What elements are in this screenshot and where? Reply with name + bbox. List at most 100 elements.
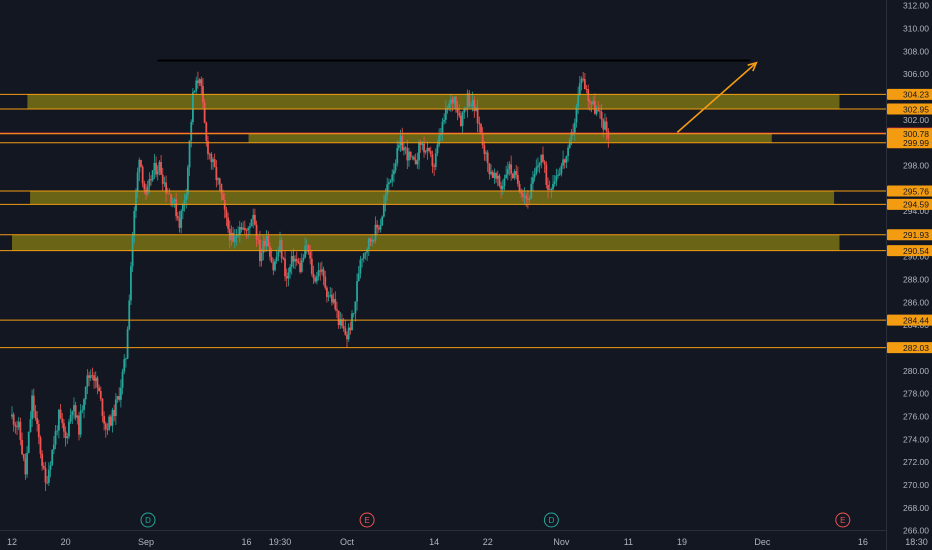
y-tick-label: 312.00 <box>903 1 929 11</box>
candle <box>317 262 320 281</box>
candle <box>470 102 472 109</box>
projection-arrow[interactable] <box>676 61 758 133</box>
candle <box>520 188 523 198</box>
support-resistance-zones <box>12 94 840 251</box>
candle <box>538 161 541 174</box>
dividend-marker-icon[interactable]: D <box>140 512 156 528</box>
zone-0 <box>27 94 840 109</box>
earnings-marker-icon[interactable]: E <box>359 512 375 528</box>
x-tick-label: 16 <box>241 537 251 547</box>
arrow-shaft[interactable] <box>676 62 757 133</box>
candle <box>461 111 464 134</box>
candle <box>255 220 258 247</box>
candle <box>473 96 476 118</box>
candle <box>300 253 303 273</box>
candle <box>130 261 132 306</box>
horizontal-levels[interactable] <box>0 59 886 349</box>
svg-text:E: E <box>364 516 369 525</box>
candle <box>36 410 39 432</box>
candle <box>267 231 270 247</box>
candle <box>113 404 116 422</box>
candle <box>356 273 358 311</box>
candle <box>21 432 23 456</box>
candle <box>243 220 246 235</box>
candle <box>307 243 310 255</box>
candle <box>66 433 69 445</box>
candle <box>496 170 499 187</box>
y-tick-label: 288.00 <box>903 275 929 285</box>
x-tick-label: 11 <box>624 537 633 547</box>
candle <box>208 152 211 160</box>
candle <box>290 250 293 275</box>
time-axis[interactable]: 12 20 Sep 16 19:30 Oct 14 22 Nov 11 19 Dec 16 18:30 <box>7 537 928 547</box>
candle <box>185 188 188 209</box>
candle <box>99 386 102 402</box>
candle <box>119 379 122 408</box>
candle <box>346 331 348 348</box>
candle <box>94 371 97 389</box>
candle <box>562 150 564 170</box>
candle <box>393 162 395 183</box>
candle <box>336 301 338 319</box>
candle <box>287 267 290 287</box>
y-tick-label: 280.00 <box>903 366 929 376</box>
candle <box>535 159 538 176</box>
y-tick-label: 268.00 <box>903 503 929 513</box>
candle <box>32 388 35 419</box>
x-tick-label: 16 <box>858 537 868 547</box>
candle <box>438 128 441 148</box>
candle <box>225 206 228 227</box>
candle <box>282 256 285 261</box>
candle <box>434 148 437 171</box>
candle <box>27 431 30 454</box>
candle <box>227 212 229 233</box>
candle <box>444 100 447 124</box>
candle <box>545 161 548 189</box>
candle <box>329 287 332 298</box>
candle <box>575 103 578 128</box>
candle <box>352 313 355 318</box>
candle <box>409 151 412 161</box>
candle <box>93 371 95 389</box>
candle <box>146 180 149 197</box>
candle <box>262 235 265 261</box>
arrow-head-icon <box>747 61 758 72</box>
dividend-marker-icon[interactable]: D <box>543 512 559 528</box>
y-tick-label: 270.00 <box>903 480 929 490</box>
candle <box>394 159 397 174</box>
candle <box>42 462 45 470</box>
x-tick-label: Nov <box>553 537 570 547</box>
candle <box>178 210 181 233</box>
candle <box>128 294 131 331</box>
candle <box>111 407 114 433</box>
y-tick-label: 294.00 <box>903 206 929 216</box>
candle <box>265 230 268 252</box>
candle <box>384 188 387 212</box>
y-tick-label: 286.00 <box>903 297 929 307</box>
candle <box>186 164 189 200</box>
candle <box>140 159 142 168</box>
candle <box>16 420 18 435</box>
x-tick-label: 12 <box>7 537 17 547</box>
x-tick-label: 19:30 <box>269 537 292 547</box>
candle <box>173 197 176 208</box>
candle <box>78 412 80 441</box>
candle <box>52 435 55 455</box>
candle <box>248 222 251 236</box>
candle <box>161 167 164 192</box>
candle <box>121 368 124 395</box>
candle <box>195 76 198 94</box>
x-tick-label: Dec <box>754 537 771 547</box>
candle <box>192 87 194 125</box>
zone-1 <box>248 133 772 143</box>
candle <box>19 417 22 446</box>
earnings-marker-icon[interactable]: E <box>835 512 851 528</box>
candle <box>481 127 484 149</box>
candle <box>431 150 434 174</box>
candle <box>600 103 603 128</box>
candle <box>454 96 457 113</box>
candle <box>49 461 52 478</box>
candle <box>387 178 390 193</box>
